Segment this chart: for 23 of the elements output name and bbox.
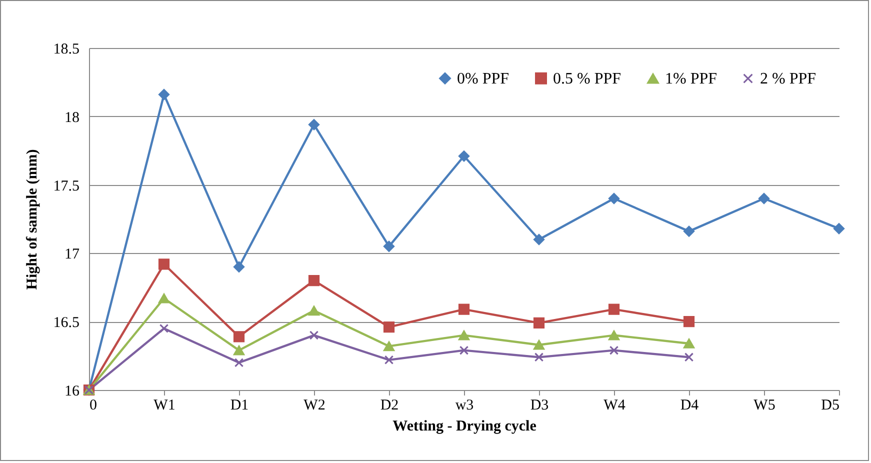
x-tick-label: W4 (604, 398, 626, 414)
legend-label: 2 % PPF (760, 70, 816, 88)
x-tick-label: D5 (821, 398, 840, 414)
x-tick-label: D2 (380, 398, 399, 414)
legend-label: 0% PPF (457, 70, 510, 88)
y-tick-label: 16.5 (53, 315, 80, 332)
x-axis-title: Wetting - Drying cycle (392, 418, 537, 434)
y-axis-title: Hight of sample (mm) (24, 149, 40, 290)
x-tick-label: D1 (230, 398, 249, 414)
legend-label: 1% PPF (665, 70, 718, 88)
x-tick-label: w3 (455, 398, 474, 414)
y-tick-label: 17.5 (53, 178, 80, 194)
x-tick-label: D3 (530, 398, 549, 414)
y-tick-label: 17 (64, 246, 80, 263)
legend-label: 0.5 % PPF (553, 70, 622, 88)
y-tick-label: 18 (64, 110, 80, 126)
y-tick-label: 18.5 (53, 42, 80, 58)
x-tick-label: W1 (154, 398, 176, 414)
x-tick-label: 0 (90, 398, 97, 414)
x-tick-label: W5 (754, 398, 776, 414)
x-tick-label: D4 (680, 398, 700, 414)
x-tick-label: W2 (304, 398, 326, 414)
y-tick-label: 16 (64, 384, 80, 400)
